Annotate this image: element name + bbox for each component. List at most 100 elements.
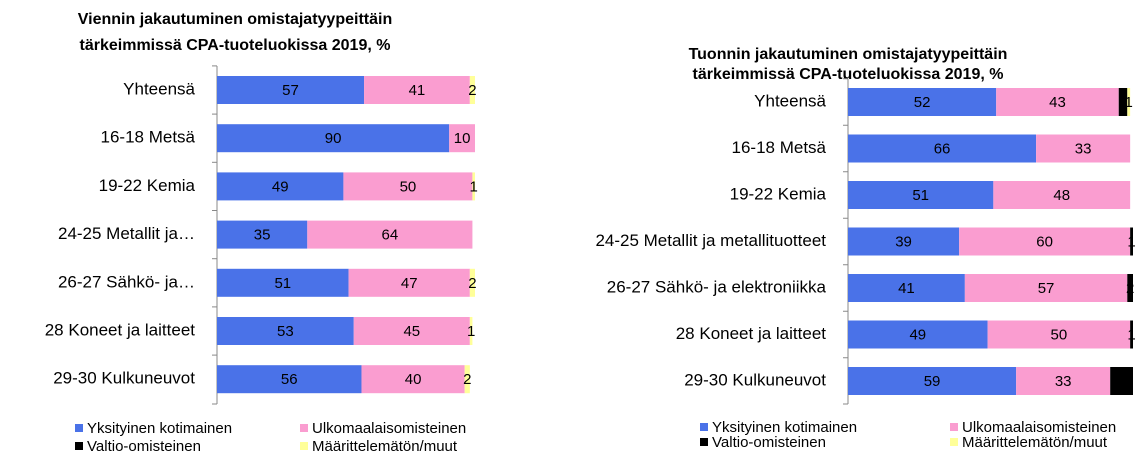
data-label: 50 [400, 178, 417, 195]
data-label: 10 [454, 130, 471, 147]
y-tick-label: 26-27 Sähkö- ja elektroniikka [607, 277, 827, 296]
data-label: 39 [895, 233, 912, 250]
data-label: 57 [1038, 280, 1055, 297]
data-label: 59 [924, 373, 941, 390]
legend-label: Ulkomaalaisomisteinen [312, 420, 466, 437]
y-tick-label: 16-18 Metsä [101, 128, 196, 147]
data-label: 60 [1036, 233, 1053, 250]
legend-label: Määrittelemätön/muut [312, 438, 458, 454]
legend-label: Valtio-omisteinen [712, 434, 826, 451]
bar-segment [307, 220, 473, 249]
data-label: 52 [914, 94, 931, 111]
y-tick-label: 24-25 Metallit ja metallituotteet [595, 231, 826, 250]
bar-segment [217, 365, 362, 394]
bar-segment [959, 227, 1131, 256]
data-label: 43 [1049, 94, 1066, 111]
y-tick-label: 16-18 Metsä [732, 138, 827, 157]
data-label: 1 [1125, 94, 1133, 111]
legend-swatch [75, 424, 83, 432]
data-label: 2 [1126, 280, 1134, 297]
y-tick-label: 26-27 Sähkö- ja… [58, 272, 195, 291]
chart-title: Tuonnin jakautuminen omistajatyypeittäin [689, 46, 1008, 63]
data-label: 47 [401, 275, 418, 292]
data-label: 33 [1075, 140, 1092, 157]
legend-label: Määrittelemätön/muut [962, 434, 1108, 451]
data-label: 45 [403, 323, 420, 340]
data-label: 51 [912, 187, 929, 204]
y-tick-label: 28 Koneet ja laitteet [45, 320, 196, 339]
bar-segment [217, 172, 344, 201]
data-label: 49 [272, 178, 289, 195]
legend-swatch [950, 423, 958, 431]
bar-segment [361, 365, 465, 394]
bar-segment [217, 76, 365, 104]
data-label: 8 [1117, 373, 1125, 390]
legend-swatch [700, 423, 708, 431]
data-label: 1 [467, 323, 475, 340]
legend-swatch [300, 424, 308, 432]
bar-segment [987, 320, 1131, 349]
legend-swatch [700, 438, 708, 446]
y-tick-label: 28 Koneet ja laitteet [676, 324, 827, 343]
bar-segment [217, 124, 450, 153]
legend-label: Ulkomaalaisomisteinen [962, 419, 1116, 436]
bar-segment [469, 317, 473, 345]
chart-title: Viennin jakautuminen omistajatyypeittäin [78, 11, 392, 28]
bar-segment [848, 181, 994, 209]
chart-title: tärkeimmissä CPA-tuoteluokissa 2019, % [80, 37, 391, 54]
bar-segment [848, 227, 960, 256]
legend-label: Valtio-omisteinen [87, 438, 201, 454]
data-label: 56 [281, 371, 298, 388]
bar-segment [449, 124, 475, 153]
data-label: 40 [405, 371, 422, 388]
data-label: 57 [282, 82, 299, 99]
bar-segment [1110, 367, 1133, 395]
y-tick-label: 29-30 Kulkuneuvot [53, 369, 195, 388]
bar-segment [343, 172, 473, 201]
y-tick-label: 19-22 Kemia [730, 184, 827, 203]
y-tick-label: 19-22 Kemia [99, 176, 196, 195]
data-label: 49 [909, 326, 926, 343]
bar-segment [472, 172, 475, 201]
bar-segment [1130, 320, 1133, 349]
bar-segment [848, 134, 1037, 163]
bar-segment [964, 274, 1128, 302]
bar-segment [217, 268, 349, 297]
legend-swatch [75, 442, 83, 450]
data-label: 90 [325, 130, 342, 147]
bar-segment [1036, 134, 1131, 163]
legend-label: Yksityinen kotimainen [712, 419, 857, 436]
legend-swatch [300, 442, 308, 450]
data-label: 41 [409, 82, 426, 99]
bar-segment [848, 320, 988, 349]
data-label: 2 [468, 275, 476, 292]
data-label: 1 [1127, 233, 1135, 250]
bar-segment [1130, 227, 1133, 256]
data-label: 51 [274, 275, 291, 292]
bar-segment [217, 317, 354, 345]
data-label: 1 [470, 178, 478, 195]
bar-segment [364, 76, 470, 104]
bar-segment [1016, 367, 1111, 395]
y-tick-label: 24-25 Metallit ja… [58, 224, 195, 243]
bar-segment [848, 88, 997, 116]
bar-segment [469, 76, 475, 104]
y-tick-label: 29-30 Kulkuneuvot [684, 370, 826, 389]
bar-segment [848, 274, 965, 302]
data-label: 1 [1127, 326, 1135, 343]
data-label: 48 [1053, 187, 1070, 204]
bar-segment [993, 181, 1131, 209]
data-label: 53 [277, 323, 294, 340]
chart-title: tärkeimmissä CPA-tuoteluokissa 2019, % [693, 66, 1004, 83]
data-label: 2 [468, 82, 476, 99]
data-label: 2 [463, 371, 471, 388]
data-label: 66 [934, 140, 951, 157]
bar-segment [1127, 88, 1131, 116]
y-tick-label: Yhteensä [754, 91, 826, 110]
data-label: 64 [382, 227, 399, 244]
data-label: 50 [1051, 326, 1068, 343]
bar-segment [996, 88, 1119, 116]
bar-segment [469, 268, 475, 297]
bar-segment [464, 365, 470, 394]
